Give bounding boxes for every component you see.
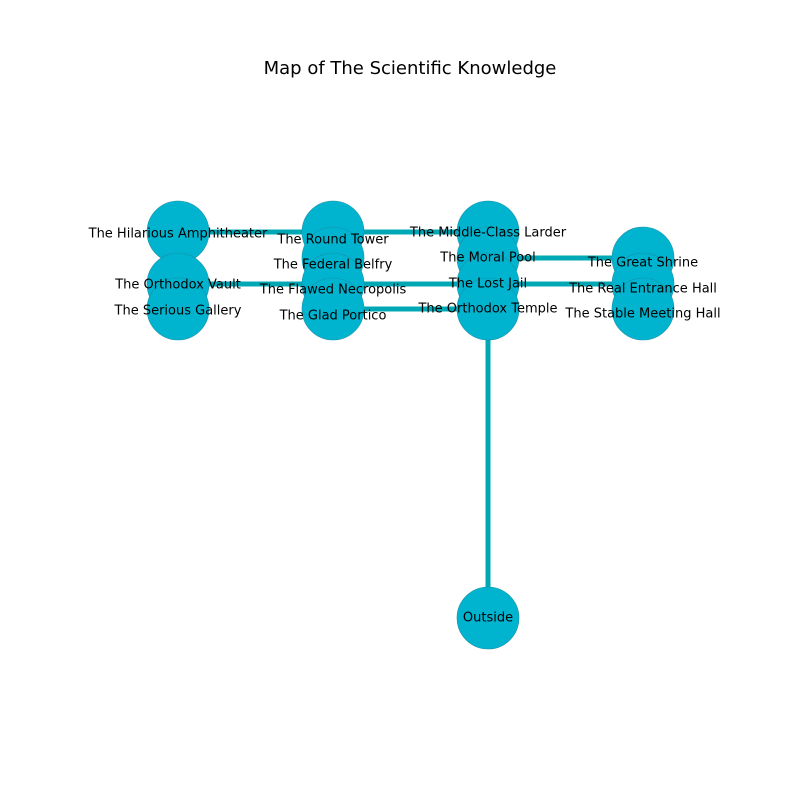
node-label-outside: Outside (463, 611, 513, 626)
node-label-vault: The Orthodox Vault (114, 278, 241, 293)
node-label-jail: The Lost Jail (448, 277, 527, 292)
nodes-layer (146, 200, 675, 650)
node-label-larder: The Middle-Class Larder (409, 226, 567, 241)
map-title: Map of The Scientific Knowledge (264, 58, 557, 79)
labels-layer: The Hilarious Amphitheater The Orthodox V… (88, 226, 721, 626)
node-outside (456, 586, 520, 650)
node-label-pool: The Moral Pool (439, 251, 535, 266)
node-meeting (611, 277, 675, 341)
node-label-belfry: The Federal Belfry (273, 258, 393, 273)
node-portico (301, 277, 365, 341)
node-label-round: The Round Tower (276, 233, 389, 248)
node-label-necropolis: The Flawed Necropolis (259, 283, 407, 298)
node-label-entrance: The Real Entrance Hall (568, 282, 717, 297)
node-label-meeting: The Stable Meeting Hall (564, 307, 720, 322)
node-temple (456, 277, 520, 341)
node-label-temple: The Orthodox Temple (417, 302, 557, 317)
node-label-hilarious: The Hilarious Amphitheater (88, 227, 268, 242)
node-label-portico: The Glad Portico (279, 309, 387, 324)
node-label-gallery: The Serious Gallery (114, 304, 242, 319)
node-label-shrine: The Great Shrine (587, 256, 698, 271)
node-gallery (146, 277, 210, 341)
